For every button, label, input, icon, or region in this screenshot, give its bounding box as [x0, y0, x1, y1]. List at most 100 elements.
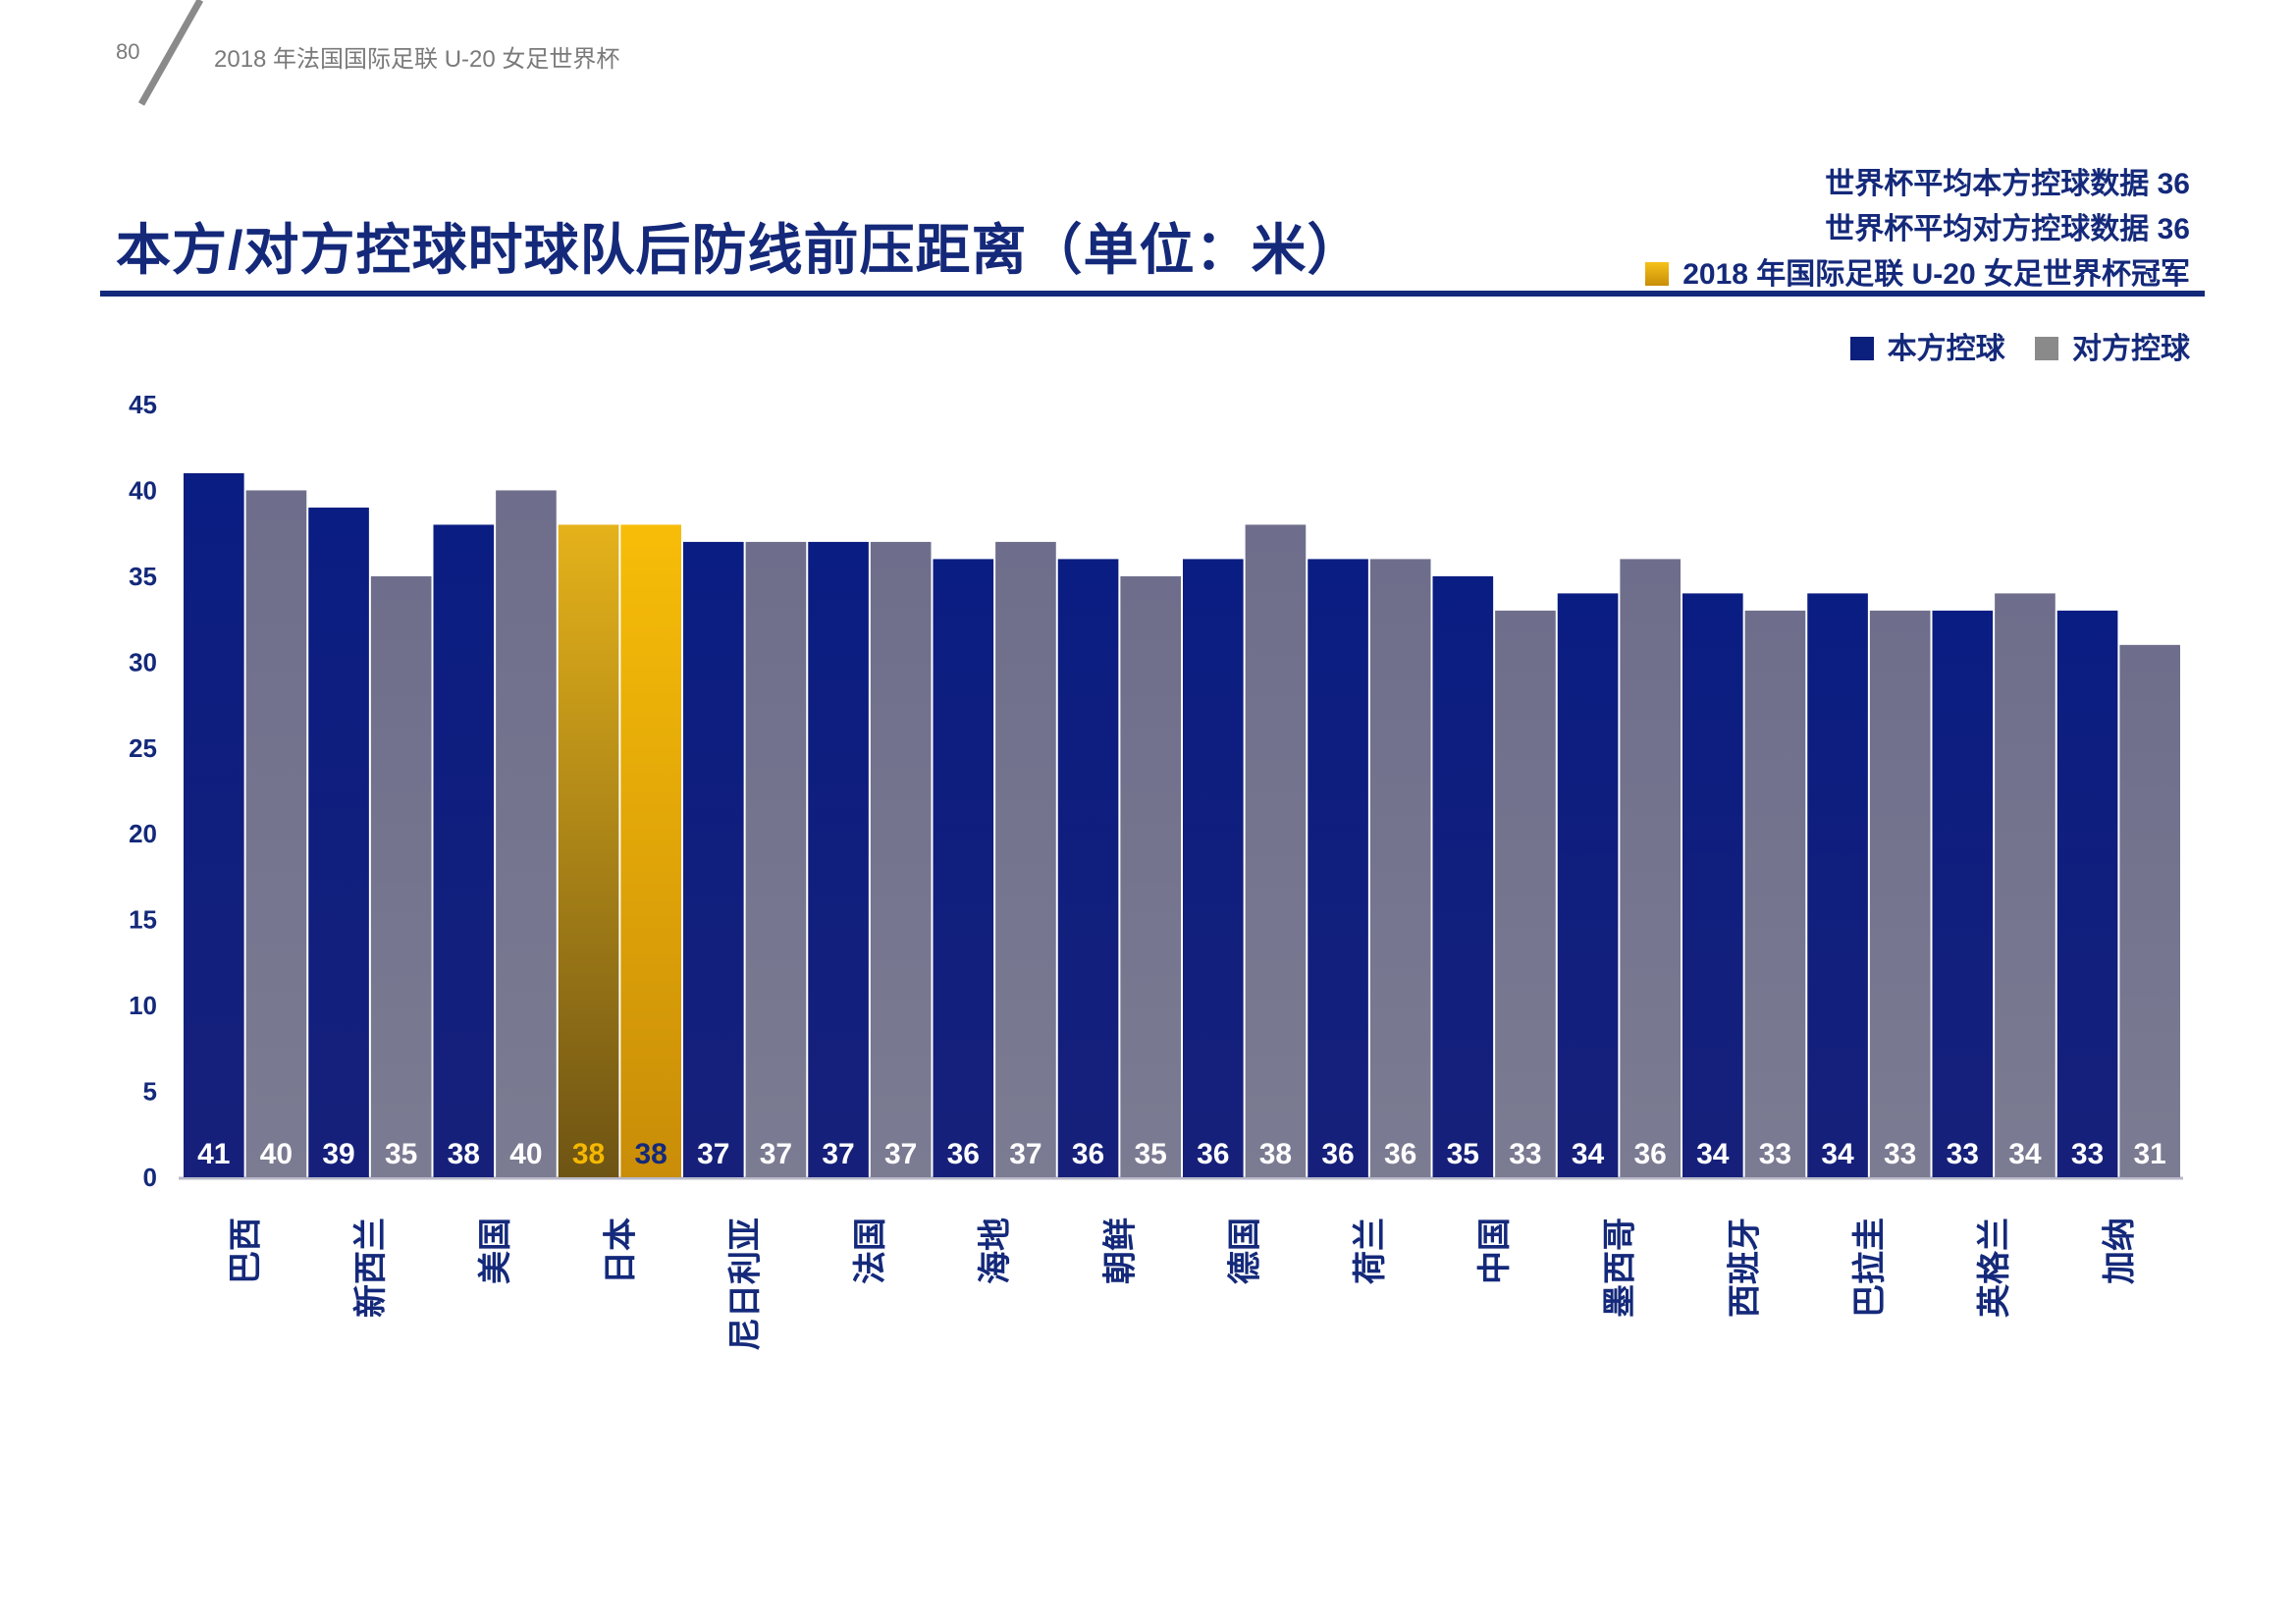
- category-label-15: 加纳: [2100, 1218, 2139, 1284]
- value-label-home-10: 35: [1447, 1138, 1479, 1170]
- y-tick-label: 25: [129, 733, 157, 763]
- legend-away-label: 对方控球: [2072, 333, 2190, 365]
- bar-home-11: [1557, 593, 1619, 1177]
- value-label-home-1: 39: [322, 1138, 354, 1170]
- value-label-home-8: 36: [1197, 1138, 1229, 1170]
- bar-away-5: [870, 541, 932, 1177]
- value-label-away-3: 38: [635, 1138, 667, 1170]
- category-label-2: 美国: [476, 1218, 515, 1284]
- bar-home-4: [683, 541, 744, 1177]
- value-label-away-15: 31: [2134, 1138, 2166, 1170]
- category-label-8: 德国: [1226, 1218, 1265, 1284]
- bar-away-2: [496, 490, 557, 1177]
- value-label-home-7: 36: [1072, 1138, 1104, 1170]
- legend-home-label: 本方控球: [1887, 333, 2005, 365]
- value-label-away-7: 35: [1135, 1138, 1167, 1170]
- bar-away-1: [370, 575, 432, 1177]
- bar-home-14: [1932, 610, 1994, 1177]
- header-slash-divider: [137, 0, 204, 106]
- value-label-away-11: 36: [1634, 1138, 1667, 1170]
- bar-home-1: [308, 507, 369, 1177]
- category-label-12: 西班牙: [1726, 1218, 1765, 1318]
- bar-home-2: [433, 524, 495, 1177]
- value-label-away-0: 40: [260, 1138, 293, 1170]
- value-label-home-13: 34: [1821, 1138, 1854, 1170]
- value-label-away-13: 33: [1884, 1138, 1916, 1170]
- bar-away-13: [1869, 610, 1931, 1177]
- value-label-home-15: 33: [2071, 1138, 2104, 1170]
- page-number: 80: [116, 39, 140, 64]
- chart-legend: 本方控球 对方控球: [1829, 324, 2190, 367]
- value-label-home-4: 37: [697, 1138, 729, 1170]
- legend-away-swatch: [2035, 337, 2058, 360]
- bar-home-5: [808, 541, 869, 1177]
- bar-home-6: [933, 559, 994, 1177]
- bar-home-8: [1183, 559, 1244, 1177]
- value-label-away-6: 37: [1009, 1138, 1041, 1170]
- category-label-0: 巴西: [227, 1218, 266, 1284]
- category-label-14: 英格兰: [1975, 1218, 2014, 1318]
- value-label-home-3: 38: [572, 1138, 605, 1170]
- legend-item-away: 对方控球: [2035, 324, 2190, 367]
- bar-away-10: [1495, 610, 1556, 1177]
- y-tick-label: 0: [143, 1163, 157, 1192]
- value-label-home-0: 41: [197, 1138, 230, 1170]
- bar-home-13: [1807, 593, 1868, 1177]
- category-label-13: 巴拉圭: [1850, 1218, 1890, 1318]
- value-label-away-14: 34: [2008, 1138, 2042, 1170]
- value-label-away-1: 35: [385, 1138, 417, 1170]
- y-tick-label: 20: [129, 819, 157, 848]
- y-tick-label: 35: [129, 562, 157, 591]
- bar-away-7: [1120, 575, 1181, 1177]
- value-label-away-9: 36: [1384, 1138, 1416, 1170]
- bar-away-3: [620, 524, 681, 1177]
- value-label-away-12: 33: [1759, 1138, 1791, 1170]
- category-label-4: 尼日利亚: [726, 1218, 766, 1351]
- stat-away-average: 世界杯平均对方控球数据 36: [1825, 213, 2190, 245]
- y-tick-label: 45: [129, 390, 157, 419]
- champion-swatch: [1645, 262, 1670, 286]
- bar-home-0: [184, 472, 244, 1177]
- bar-away-0: [245, 490, 307, 1177]
- bar-away-11: [1620, 559, 1681, 1177]
- value-label-home-5: 37: [822, 1138, 854, 1170]
- value-label-home-6: 36: [947, 1138, 980, 1170]
- stat-champion: 2018 年国际足联 U-20 女足世界杯冠军: [1645, 249, 2190, 293]
- bar-home-12: [1682, 593, 1743, 1177]
- y-tick-label: 40: [129, 475, 157, 505]
- category-label-3: 日本: [601, 1218, 640, 1284]
- category-label-11: 墨西哥: [1600, 1218, 1639, 1318]
- legend-home-swatch: [1849, 337, 1874, 360]
- value-label-home-9: 36: [1321, 1138, 1354, 1170]
- report-title: 2018 年法国国际足联 U-20 女足世界杯: [214, 46, 620, 73]
- stat-home-average: 世界杯平均本方控球数据 36: [1825, 168, 2190, 200]
- legend-item-home: 本方控球: [1849, 324, 2005, 367]
- champion-label: 2018 年国际足联 U-20 女足世界杯冠军: [1682, 258, 2190, 291]
- value-label-home-2: 38: [448, 1138, 480, 1170]
- bar-away-15: [2119, 644, 2180, 1177]
- bar-home-3: [558, 524, 619, 1177]
- value-label-away-10: 33: [1509, 1138, 1541, 1170]
- category-label-1: 新西兰: [351, 1218, 391, 1318]
- bar-away-6: [995, 541, 1056, 1177]
- category-label-7: 朝鲜: [1100, 1218, 1140, 1284]
- value-label-home-11: 34: [1572, 1138, 1605, 1170]
- category-label-9: 荷兰: [1351, 1218, 1390, 1284]
- bar-home-15: [2056, 610, 2118, 1177]
- value-label-away-5: 37: [884, 1138, 917, 1170]
- category-label-5: 法国: [851, 1218, 890, 1284]
- y-tick-label: 30: [129, 647, 157, 677]
- y-tick-label: 5: [143, 1077, 157, 1107]
- bar-home-7: [1057, 559, 1119, 1177]
- title-rule: [100, 291, 2205, 297]
- value-label-away-2: 40: [509, 1138, 542, 1170]
- bar-home-9: [1308, 559, 1368, 1177]
- value-label-home-14: 33: [1947, 1138, 1979, 1170]
- bar-away-9: [1369, 559, 1431, 1177]
- bar-away-12: [1744, 610, 1806, 1177]
- y-tick-label: 10: [129, 991, 157, 1020]
- bar-away-8: [1245, 524, 1307, 1177]
- bar-away-14: [1995, 593, 2056, 1177]
- value-label-away-8: 38: [1259, 1138, 1292, 1170]
